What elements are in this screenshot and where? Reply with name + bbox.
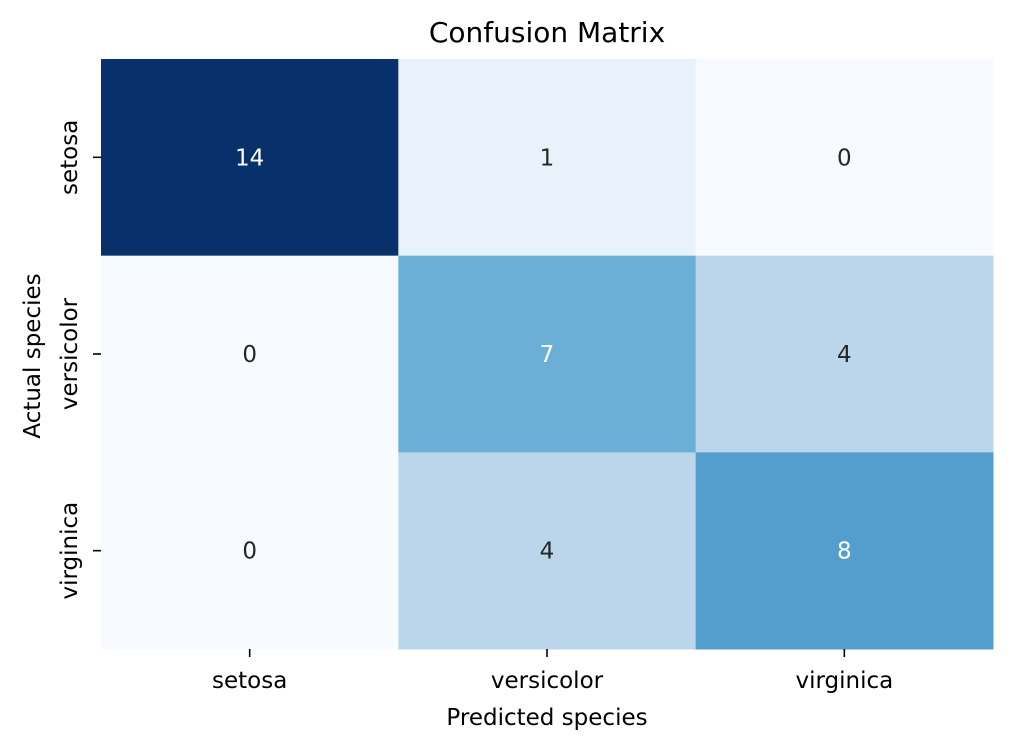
heatmap-cell [101,255,399,453]
x-axis-label: Predicted species [446,705,647,731]
heatmap-cell [398,452,697,650]
y-tick-label: virginica [57,502,83,600]
cell-value-label: 8 [837,539,852,565]
heatmap-cell [695,59,994,257]
heatmap-cells: 14 1 0 0 7 4 0 4 8 [101,59,994,650]
cell-value-label: 0 [242,539,257,565]
cell-value-label: 14 [235,145,264,171]
cell-value-label: 0 [242,342,257,368]
x-tick-label: versicolor [491,668,604,694]
y-axis-label: Actual species [20,273,46,438]
heatmap-cell [398,255,697,453]
heatmap-cell [398,59,697,257]
cell-value-label: 4 [837,342,852,368]
heatmap-cell [695,255,994,453]
cell-value-label: 7 [540,342,555,368]
heatmap-cell [101,59,399,257]
chart-title: Confusion Matrix [429,16,665,49]
cell-value-label: 0 [837,145,852,171]
heatmap-cell [101,452,399,650]
x-tick-label: setosa [212,668,287,694]
heatmap-cell [695,452,994,650]
x-axis-ticks: setosa versicolor virginica [212,649,893,694]
cell-value-label: 4 [540,539,555,565]
cell-value-label: 1 [540,145,555,171]
y-tick-label: versicolor [57,297,83,410]
y-axis-ticks: setosa versicolor virginica [57,120,101,600]
y-tick-label: setosa [57,120,83,195]
x-tick-label: virginica [795,668,893,694]
